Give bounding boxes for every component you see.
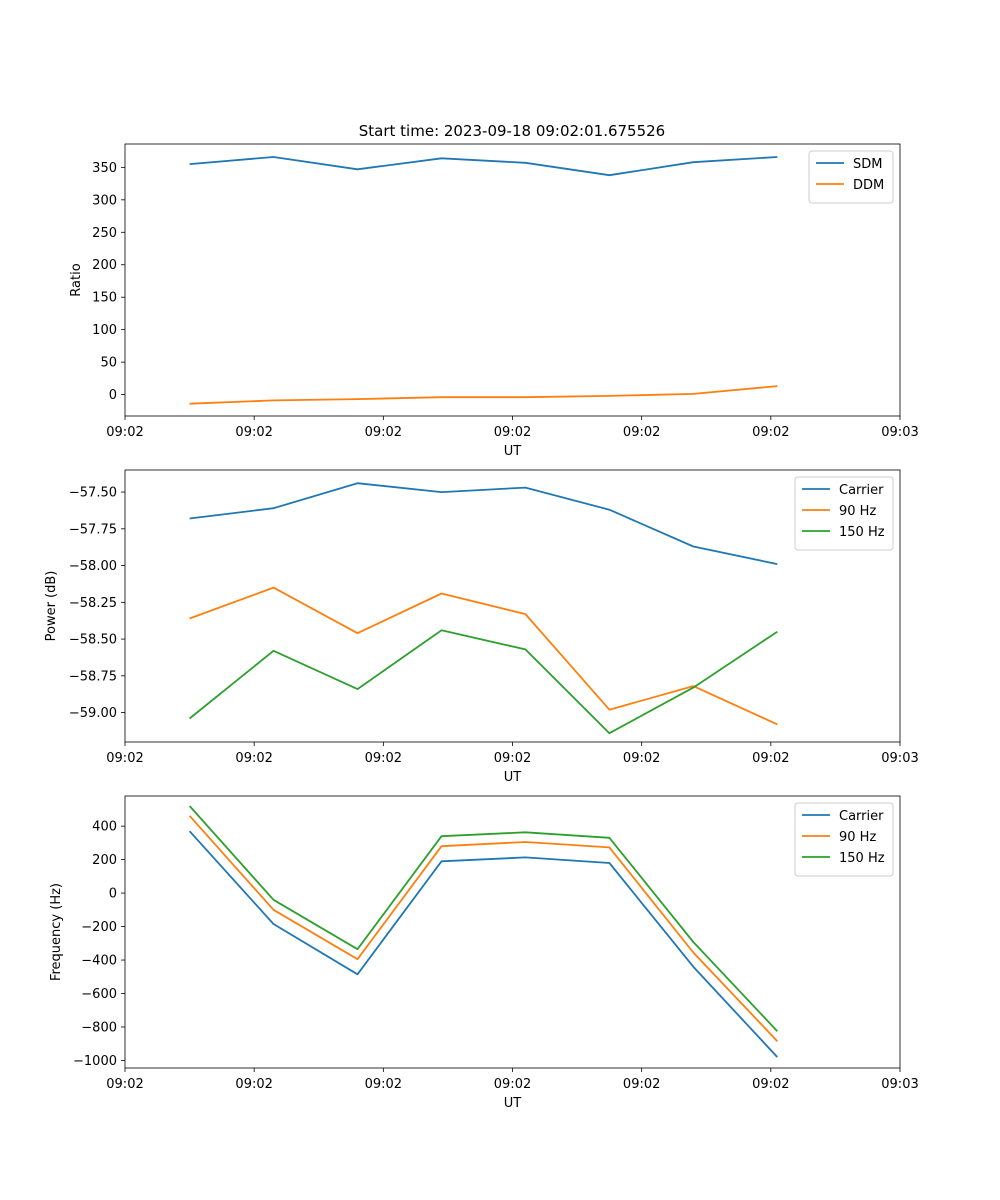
x-tick-label: 09:02: [235, 751, 272, 766]
series-line-150-hz: [189, 629, 778, 735]
y-axis-label: Power (dB): [44, 571, 59, 642]
y-tick-label: −57.50: [69, 486, 117, 501]
y-tick-label: 200: [92, 853, 117, 868]
x-tick-label: 09:02: [752, 425, 789, 440]
chart-panel-ratio: 09:02 09:02 09:02 09:02 09:02 09:02 09:03 0 50 10…: [69, 143, 919, 459]
y-tick-label: 0: [109, 388, 117, 403]
x-tick-label: 09:02: [235, 425, 272, 440]
legend-label-carrier: Carrier: [839, 809, 884, 824]
legend-label-carrier: Carrier: [839, 483, 884, 498]
legend-label-150-hz: 150 Hz: [839, 851, 885, 866]
y-tick-label: −58.25: [69, 596, 117, 611]
x-tick-label: 09:02: [494, 425, 531, 440]
x-tick-label: 09:02: [494, 1077, 531, 1092]
series-line-carrier: [189, 482, 778, 565]
chart-panel-power: 09:02 09:02 09:02 09:02 09:02 09:02 09:03 −59.0…: [44, 469, 919, 785]
x-tick-label: 09:02: [106, 425, 143, 440]
legend-label-ddm: DDM: [853, 178, 884, 193]
x-axis-label: UT: [504, 444, 522, 459]
legend-label-150-hz: 150 Hz: [839, 525, 885, 540]
x-tick-label: 09:02: [106, 751, 143, 766]
x-tick-label: 09:02: [623, 425, 660, 440]
y-tick-label: −58.50: [69, 633, 117, 648]
y-tick-label: −800: [81, 1020, 117, 1035]
legend-label-sdm: SDM: [853, 157, 882, 172]
series-line-90-hz: [189, 586, 778, 726]
x-tick-label: 09:02: [365, 1077, 402, 1092]
x-tick-label: 09:02: [494, 751, 531, 766]
y-axis-label: Ratio: [69, 263, 84, 296]
y-tick-label: 350: [92, 161, 117, 176]
y-tick-label: 50: [100, 356, 117, 371]
y-axis-label: Frequency (Hz): [49, 883, 64, 981]
x-tick-label: 09:02: [365, 751, 402, 766]
y-tick-label: −600: [81, 987, 117, 1002]
y-tick-label: 0: [109, 887, 117, 902]
x-tick-label: 09:03: [881, 751, 918, 766]
y-tick-label: 400: [92, 820, 117, 835]
y-tick-label: 200: [92, 258, 117, 273]
y-tick-label: −58.00: [69, 559, 117, 574]
legend-ratio: SDM DDM: [808, 150, 894, 204]
x-tick-label: 09:02: [623, 751, 660, 766]
x-axis-label: UT: [504, 770, 522, 785]
y-tick-label: 300: [92, 193, 117, 208]
x-tick-label: 09:02: [106, 1077, 143, 1092]
series-line-90-hz: [188, 815, 778, 1042]
x-axis-label: UT: [504, 1096, 522, 1111]
legend-label-90-hz: 90 Hz: [839, 504, 876, 519]
x-tick-label: 09:02: [752, 1077, 789, 1092]
x-tick-label: 09:03: [881, 425, 918, 440]
x-tick-label: 09:02: [752, 751, 789, 766]
y-tick-label: 250: [92, 226, 117, 241]
series-line-carrier: [188, 830, 778, 1058]
series-line-150-hz: [188, 805, 778, 1032]
y-tick-label: 150: [92, 291, 117, 306]
legend-label-90-hz: 90 Hz: [839, 830, 876, 845]
y-tick-label: −58.75: [69, 669, 117, 684]
legend-box: [808, 150, 894, 204]
y-tick-label: −1000: [73, 1054, 117, 1069]
legend-power: Carrier 90 Hz 150 Hz: [794, 476, 894, 551]
x-tick-label: 09:02: [365, 425, 402, 440]
series-line-sdm: [189, 156, 778, 177]
x-tick-label: 09:03: [881, 1077, 918, 1092]
y-tick-label: −200: [81, 920, 117, 935]
y-tick-label: 100: [92, 323, 117, 338]
x-tick-label: 09:02: [235, 1077, 272, 1092]
figure-title: Start time: 2023-09-18 09:02:01.675526: [359, 122, 665, 140]
x-tick-label: 09:02: [623, 1077, 660, 1092]
legend-frequency: Carrier 90 Hz 150 Hz: [794, 802, 894, 877]
chart-panel-frequency: 09:02 09:02 09:02 09:02 09:02 09:02 09:03 −1000…: [49, 795, 919, 1111]
series-line-ddm: [189, 385, 778, 405]
y-tick-label: −59.00: [69, 706, 117, 721]
y-tick-label: −400: [81, 954, 117, 969]
y-tick-label: −57.75: [69, 522, 117, 537]
